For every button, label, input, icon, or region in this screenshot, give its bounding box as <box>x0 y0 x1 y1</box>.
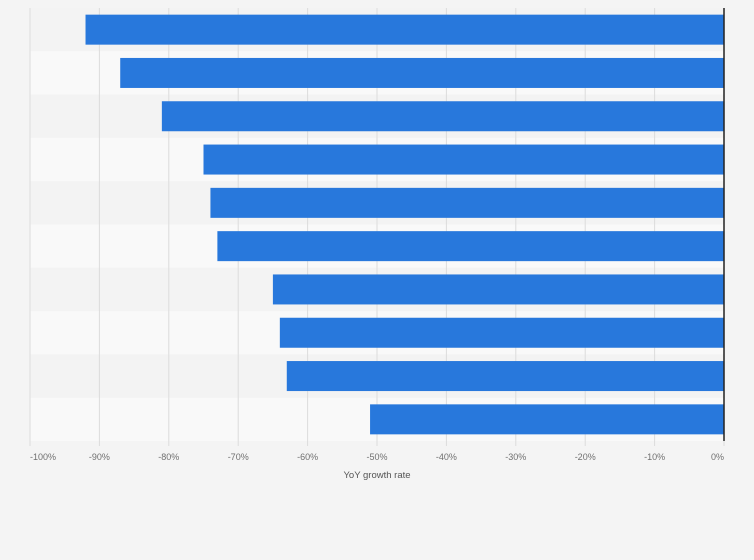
bars <box>85 14 725 435</box>
tick-label: -100% <box>30 452 56 462</box>
tick-label: -90% <box>89 452 110 462</box>
bar <box>120 57 725 88</box>
tick-label: -50% <box>366 452 387 462</box>
bar <box>217 231 724 262</box>
tick-label: -10% <box>644 452 665 462</box>
tick-label: -80% <box>158 452 179 462</box>
bar <box>85 14 724 45</box>
bar <box>272 274 724 305</box>
bar <box>203 144 724 175</box>
bar <box>161 101 725 132</box>
tick-label: 0% <box>711 452 724 462</box>
x-axis-title: YoY growth rate <box>343 470 410 481</box>
bar <box>210 187 724 218</box>
bar <box>279 317 724 348</box>
x-axis-ticks: -100% -90% -80% -70% -60% -50% -40% -30% -20% -10… <box>29 441 725 462</box>
bar <box>286 361 724 392</box>
tick-label: -20% <box>575 452 596 462</box>
bar <box>370 404 724 435</box>
tick-label: -70% <box>228 452 249 462</box>
tick-label: -30% <box>505 452 526 462</box>
tick-label: -60% <box>297 452 318 462</box>
tick-label: -40% <box>436 452 457 462</box>
